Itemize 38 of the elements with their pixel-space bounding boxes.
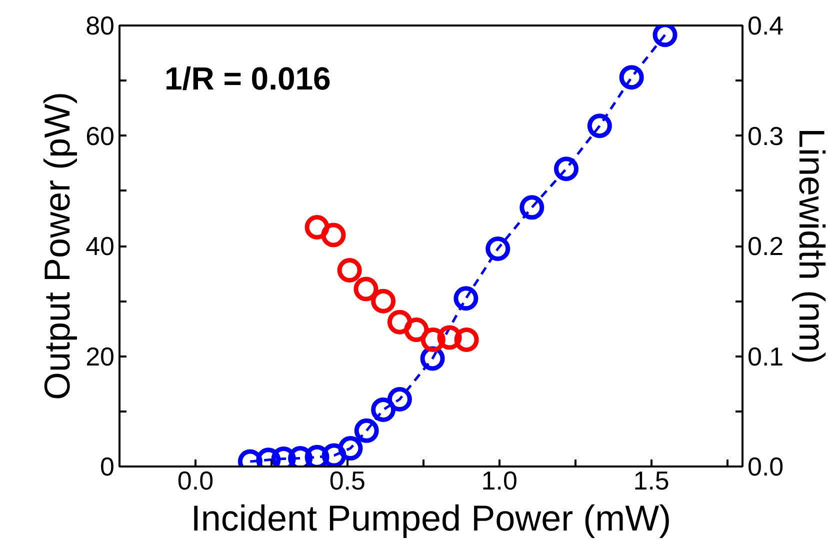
y-tick-label: 60 [86,120,114,151]
y2-tick-label: 0.1 [748,341,784,372]
point [371,288,396,314]
y-tick-label: 40 [86,231,114,261]
point [304,215,330,240]
point [387,387,412,412]
point [337,258,362,282]
point [554,156,578,182]
y-tick-label: 20 [86,341,114,372]
point [321,222,346,248]
x-axis-title: Incident Pumped Power (mW) [190,498,672,538]
y2-tick-label: 0.4 [748,10,784,40]
point [322,443,346,466]
point [437,325,462,350]
point [454,327,479,352]
point [354,418,379,443]
point [404,318,429,342]
y2-tick-label: 0.2 [748,231,784,261]
x-tick-label: 0.0 [177,466,214,496]
point [338,436,363,461]
point [387,310,412,334]
point [420,327,446,352]
point [587,114,612,138]
annotation: 1/R = 0.016 [164,60,331,96]
x-tick-label: 1.0 [481,466,518,496]
point [371,397,396,422]
point [486,236,510,261]
point [520,195,544,220]
point [619,65,644,90]
point [354,276,378,302]
x-tick-label: 0.5 [329,466,366,496]
y-tick-label: 80 [86,10,114,40]
y-axis-title: Output Power (pW) [36,92,78,400]
y2-axis-title: Linewidth (nm) [792,128,833,364]
y2-tick-label: 0.3 [748,120,784,151]
point [454,286,478,311]
x-tick-label: 1.5 [633,466,670,496]
y-tick-label: 0 [100,452,115,482]
